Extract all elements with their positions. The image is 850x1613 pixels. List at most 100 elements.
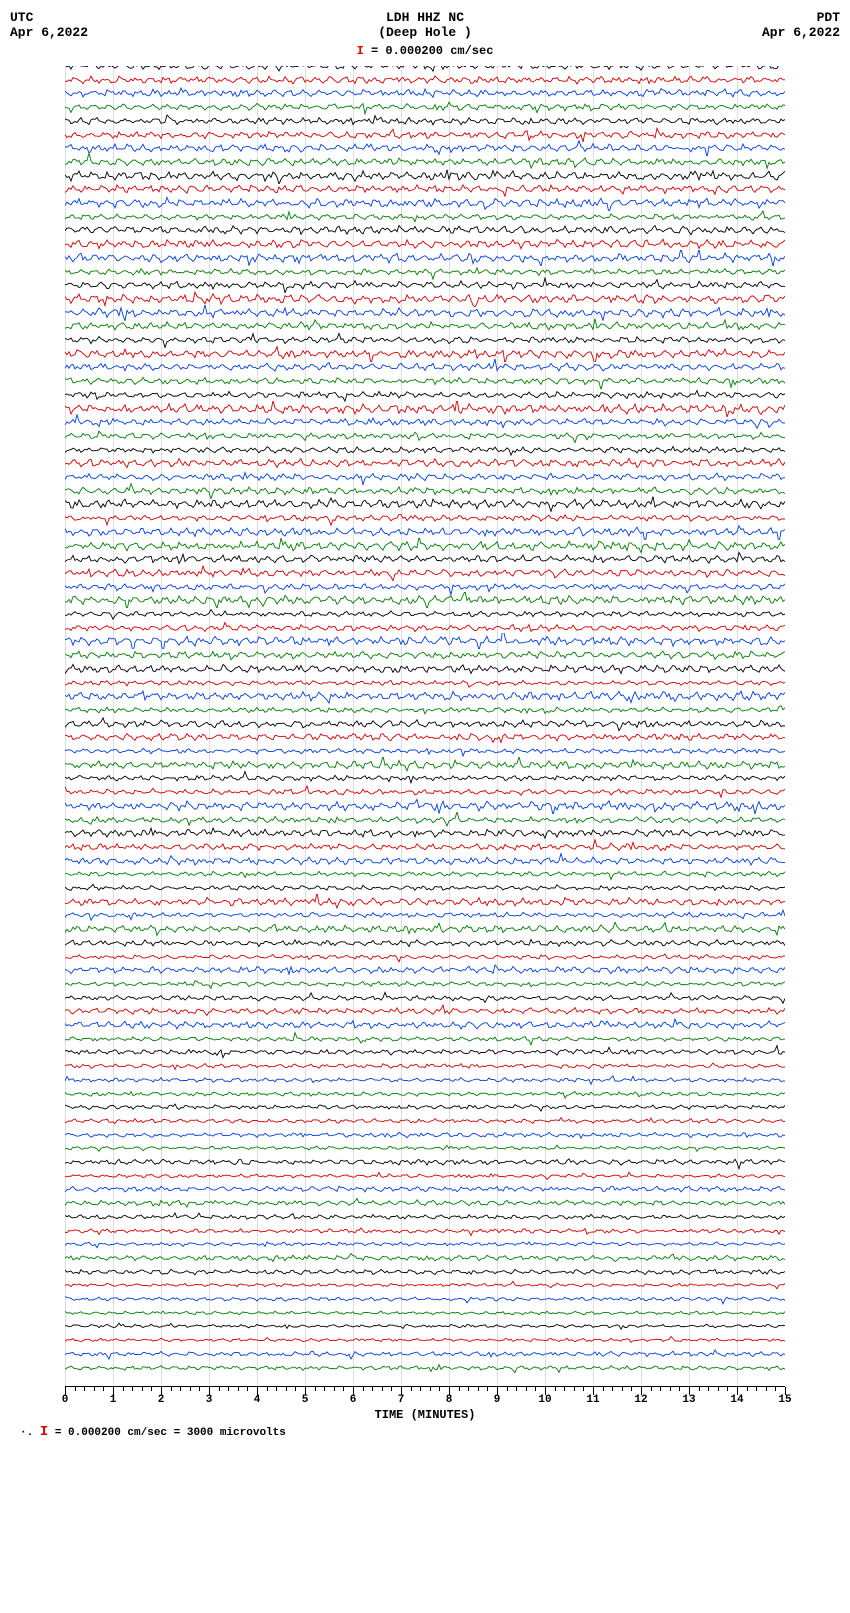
x-tick-minor xyxy=(334,1387,335,1391)
x-tick-minor xyxy=(228,1387,229,1391)
x-tick-minor xyxy=(315,1387,316,1391)
header-left: UTC Apr 6,2022 xyxy=(10,10,110,40)
x-tick-minor xyxy=(622,1387,623,1391)
x-tick-label: 12 xyxy=(634,1394,647,1406)
x-tick-minor xyxy=(699,1387,700,1391)
x-tick-minor xyxy=(372,1387,373,1391)
trace-waveform xyxy=(65,1360,785,1376)
x-tick-minor xyxy=(718,1387,719,1391)
x-tick-minor xyxy=(708,1387,709,1391)
footer-scale-bar-icon: I xyxy=(40,1424,48,1440)
x-tick-minor xyxy=(75,1387,76,1391)
x-tick-label: 15 xyxy=(778,1394,791,1406)
x-axis-title: TIME (MINUTES) xyxy=(65,1408,785,1422)
x-tick-minor xyxy=(679,1387,680,1391)
x-tick-minor xyxy=(516,1387,517,1391)
x-tick-minor xyxy=(526,1387,527,1391)
x-tick-minor xyxy=(295,1387,296,1391)
header-right: PDT Apr 6,2022 xyxy=(740,10,840,40)
site-name: (Deep Hole ) xyxy=(110,25,740,40)
footer-text: = 0.000200 cm/sec = 3000 microvolts xyxy=(48,1427,286,1439)
x-tick-label: 7 xyxy=(398,1394,405,1406)
x-tick-minor xyxy=(535,1387,536,1391)
trace-row xyxy=(65,1368,785,1382)
x-tick-minor xyxy=(142,1387,143,1391)
x-tick-minor xyxy=(363,1387,364,1391)
x-tick-minor xyxy=(382,1387,383,1391)
x-tick-minor xyxy=(190,1387,191,1391)
x-tick-minor xyxy=(276,1387,277,1391)
x-tick-minor xyxy=(343,1387,344,1391)
x-tick-minor xyxy=(411,1387,412,1391)
x-tick-label: 1 xyxy=(110,1394,117,1406)
x-tick-minor xyxy=(747,1387,748,1391)
x-tick-minor xyxy=(507,1387,508,1391)
x-tick-label: 10 xyxy=(538,1394,551,1406)
plot-footer: ·. I = 0.000200 cm/sec = 3000 microvolts xyxy=(10,1424,840,1440)
header-center: LDH HHZ NC (Deep Hole ) xyxy=(110,10,740,40)
x-tick-minor xyxy=(94,1387,95,1391)
x-tick-minor xyxy=(123,1387,124,1391)
x-tick-minor xyxy=(574,1387,575,1391)
x-tick-minor xyxy=(132,1387,133,1391)
x-tick-minor xyxy=(631,1387,632,1391)
x-tick-minor xyxy=(286,1387,287,1391)
x-tick-label: 8 xyxy=(446,1394,453,1406)
right-tz: PDT xyxy=(740,10,840,25)
station-code: LDH HHZ NC xyxy=(110,10,740,25)
x-tick-minor xyxy=(151,1387,152,1391)
x-tick-minor xyxy=(439,1387,440,1391)
x-tick-minor xyxy=(180,1387,181,1391)
x-tick-label: 13 xyxy=(682,1394,695,1406)
x-tick-minor xyxy=(603,1387,604,1391)
x-tick-minor xyxy=(468,1387,469,1391)
x-tick-minor xyxy=(238,1387,239,1391)
x-tick-minor xyxy=(487,1387,488,1391)
x-tick-minor xyxy=(324,1387,325,1391)
x-tick-minor xyxy=(267,1387,268,1391)
grid-area: 07:0000:1508:0001:1509:0002:1510:0003:15… xyxy=(65,66,785,1386)
seismogram-container: UTC Apr 6,2022 LDH HHZ NC (Deep Hole ) P… xyxy=(0,0,850,1450)
plot-header: UTC Apr 6,2022 LDH HHZ NC (Deep Hole ) P… xyxy=(10,10,840,40)
x-tick-minor xyxy=(478,1387,479,1391)
x-tick-minor xyxy=(727,1387,728,1391)
x-tick-minor xyxy=(219,1387,220,1391)
x-tick-minor xyxy=(564,1387,565,1391)
x-tick-minor xyxy=(103,1387,104,1391)
x-tick-minor xyxy=(756,1387,757,1391)
x-tick-minor xyxy=(612,1387,613,1391)
scale-legend-text: = 0.000200 cm/sec xyxy=(364,44,494,58)
x-tick-minor xyxy=(199,1387,200,1391)
x-tick-minor xyxy=(651,1387,652,1391)
left-date: Apr 6,2022 xyxy=(10,25,110,40)
scale-bar-icon: I xyxy=(357,44,364,58)
x-tick-minor xyxy=(247,1387,248,1391)
x-tick-label: 3 xyxy=(206,1394,213,1406)
x-tick-label: 6 xyxy=(350,1394,357,1406)
right-date: Apr 6,2022 xyxy=(740,25,840,40)
plot-area: 07:0000:1508:0001:1509:0002:1510:0003:15… xyxy=(20,66,830,1416)
x-tick-label: 0 xyxy=(62,1394,69,1406)
x-tick-minor xyxy=(391,1387,392,1391)
x-tick-label: 5 xyxy=(302,1394,309,1406)
footer-prefix-icon: ·. xyxy=(20,1427,33,1439)
x-tick-minor xyxy=(459,1387,460,1391)
x-tick-minor xyxy=(583,1387,584,1391)
x-tick-label: 11 xyxy=(586,1394,599,1406)
x-tick-minor xyxy=(670,1387,671,1391)
x-tick-label: 2 xyxy=(158,1394,165,1406)
x-tick-minor xyxy=(775,1387,776,1391)
x-tick-minor xyxy=(420,1387,421,1391)
x-tick-minor xyxy=(430,1387,431,1391)
x-ticks xyxy=(65,1386,785,1394)
x-tick-label: 14 xyxy=(730,1394,743,1406)
left-tz: UTC xyxy=(10,10,110,25)
x-tick-label: 4 xyxy=(254,1394,261,1406)
x-tick-minor xyxy=(84,1387,85,1391)
x-axis: 0123456789101112131415 TIME (MINUTES) xyxy=(65,1386,785,1416)
scale-legend: I = 0.000200 cm/sec xyxy=(10,44,840,58)
x-labels: 0123456789101112131415 xyxy=(65,1394,785,1408)
x-tick-minor xyxy=(171,1387,172,1391)
x-tick-minor xyxy=(766,1387,767,1391)
x-tick-minor xyxy=(555,1387,556,1391)
